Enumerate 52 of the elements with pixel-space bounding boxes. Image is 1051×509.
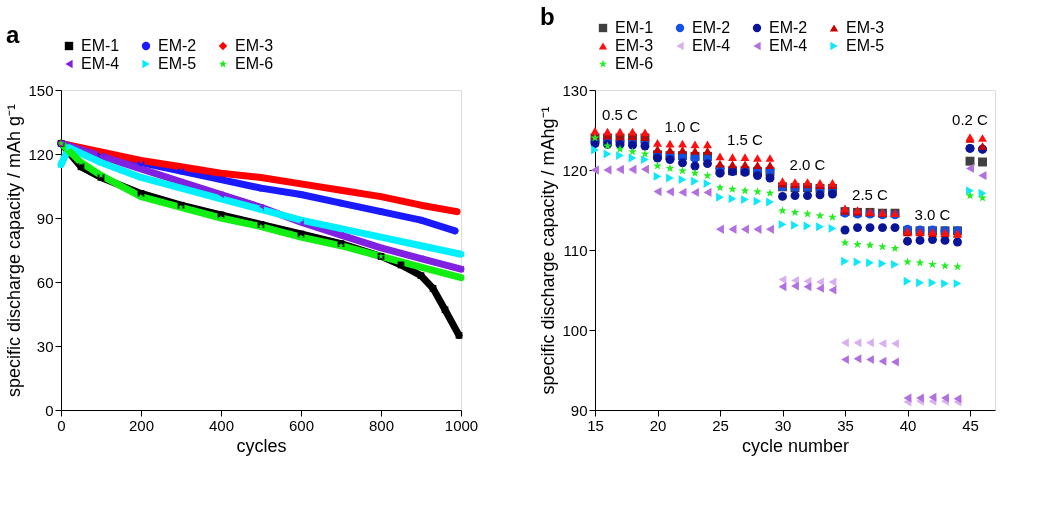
annotation: 1.0 C: [664, 117, 701, 135]
legend-label: EM-6: [235, 55, 274, 72]
y-tick-label: 100: [562, 321, 588, 339]
legend-label: EM-1: [615, 19, 654, 36]
y-axis-title: specific discharge capacity / mAh g⁻¹: [4, 103, 25, 398]
annotation: 2.5 C: [852, 185, 889, 203]
chart-title: b: [539, 3, 555, 30]
y-tick-label: 0: [45, 401, 54, 419]
x-tick-label: 30: [774, 416, 792, 434]
x-tick-label: 20: [649, 416, 667, 434]
legend-label: EM-2: [769, 19, 808, 36]
y-tick-label: 130: [562, 81, 588, 99]
annotation: 0.5 C: [602, 105, 639, 123]
y-tick-label: 90: [36, 209, 54, 227]
legend-label: EM-3: [615, 37, 654, 54]
x-tick-label: 25: [712, 416, 729, 434]
y-tick-label: 90: [570, 401, 588, 419]
annotation: 1.5 C: [727, 131, 764, 149]
y-axis-title: specific discharge capacity / mAhg⁻¹: [538, 106, 559, 395]
legend-label: EM-2: [692, 19, 731, 36]
legend-label: EM-1: [81, 37, 120, 54]
x-tick-label: 200: [128, 416, 155, 434]
x-tick-label: 800: [368, 416, 395, 434]
x-tick-label: 35: [837, 416, 854, 434]
chart-title: a: [5, 21, 20, 48]
x-axis-title: cycle number: [741, 435, 850, 456]
x-tick-label: 600: [288, 416, 315, 434]
legend-label: EM-5: [158, 55, 197, 72]
y-tick-label: 30: [36, 337, 54, 355]
y-tick-label: 120: [562, 161, 588, 179]
legend-label: EM-4: [692, 37, 731, 54]
x-tick-label: 0: [57, 416, 66, 434]
annotation: 0.2 C: [952, 111, 989, 129]
legend-label: EM-4: [81, 55, 120, 72]
y-tick-label: 150: [28, 81, 54, 99]
legend-label: EM-3: [235, 37, 274, 54]
x-tick-label: 45: [962, 416, 979, 434]
legend-label: EM-2: [158, 37, 197, 54]
legend-label: EM-4: [769, 37, 808, 54]
y-tick-label: 60: [36, 273, 54, 291]
legend-label: EM-6: [615, 55, 654, 72]
legend-label: EM-5: [846, 37, 885, 54]
annotation: 2.0 C: [789, 156, 826, 173]
y-tick-label: 120: [28, 145, 54, 163]
x-tick-label: 1000: [444, 416, 479, 434]
x-tick-label: 40: [899, 416, 917, 434]
legend-label: EM-3: [846, 19, 885, 36]
x-tick-label: 400: [208, 416, 235, 434]
x-axis-title: cycles: [236, 435, 287, 456]
annotation: 3.0 C: [914, 205, 951, 223]
y-tick-label: 110: [563, 241, 588, 259]
x-tick-label: 15: [587, 416, 604, 434]
